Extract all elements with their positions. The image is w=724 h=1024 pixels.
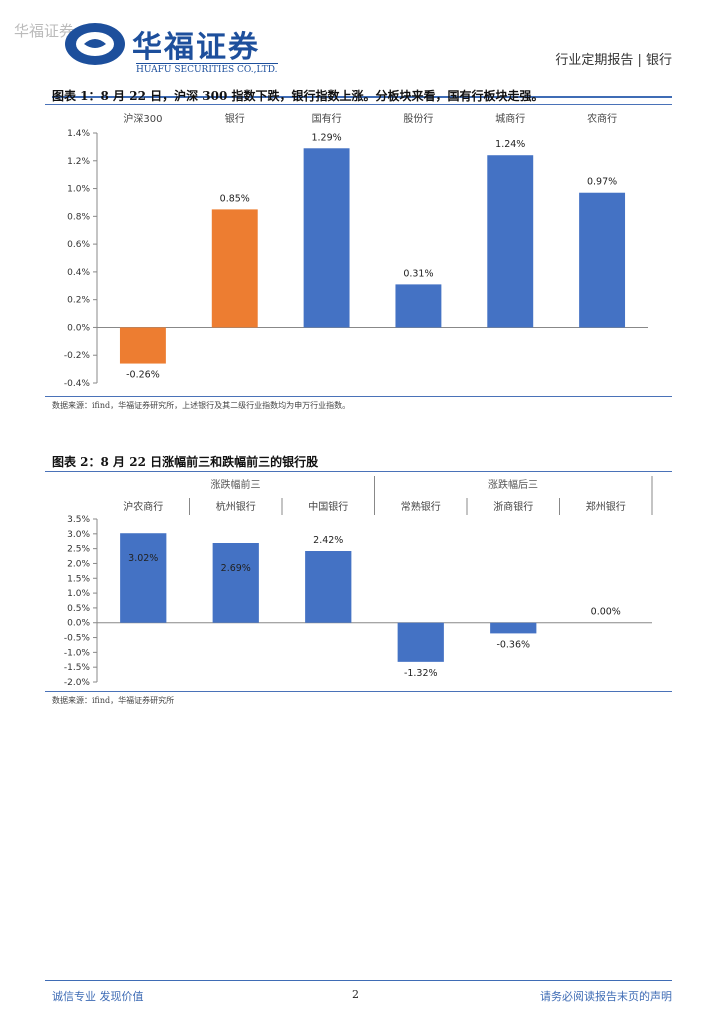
bar	[579, 192, 626, 328]
source-rule	[45, 691, 672, 692]
category-label: 城商行	[495, 112, 525, 125]
data-label: -0.26%	[126, 370, 160, 381]
chart2: 3.5% 3.0% 2.5% 2.0% 1.5% 1.0% 0.5% 0.0% -0.5% -1.…	[64, 476, 653, 688]
y-tick-label: -2.0%	[64, 678, 91, 688]
data-label: 1.29%	[311, 132, 341, 143]
figure1-source: 数据来源：ifind，华福证券研究所，上述银行及其二级行业指数均为申万行业指数。	[52, 401, 351, 410]
data-label: 0.31%	[403, 268, 433, 279]
bar	[120, 533, 167, 623]
y-tick-label: 1.4%	[67, 129, 90, 139]
category-label: 股份行	[403, 112, 433, 125]
y-tick-label: 0.0%	[67, 619, 90, 629]
footer-slogan: 诚信专业 发现价值	[52, 990, 144, 1003]
y-tick-label: 0.8%	[67, 212, 90, 222]
figure1-caption: 图表 1：8 月 22 日，沪深 300 指数下跌，银行指数上涨。分板块来看，国…	[52, 89, 544, 103]
bar	[305, 551, 352, 623]
y-tick-label: 1.2%	[67, 157, 90, 167]
bar	[395, 284, 442, 328]
figure2-caption: 图表 2：8 月 22 日涨幅前三和跌幅前三的银行股	[52, 455, 319, 469]
y-tick-label: 1.0%	[67, 185, 90, 195]
bar	[212, 543, 259, 623]
y-tick-label: -1.5%	[64, 663, 91, 673]
data-label: 0.97%	[587, 177, 617, 188]
bar	[303, 148, 350, 328]
footer-disclaimer: 请务必阅读报告末页的声明	[540, 990, 672, 1003]
bar	[487, 155, 534, 328]
category-label: 沪农商行	[123, 500, 163, 513]
group-label-bottom: 涨跌幅后三	[488, 480, 538, 491]
category-label: 国有行	[312, 112, 342, 125]
y-tick-label: 0.6%	[67, 240, 90, 250]
page-number: 2	[352, 988, 359, 1001]
data-label: 0.85%	[220, 193, 250, 204]
category-label: 农商行	[587, 112, 617, 125]
group-label-top: 涨跌幅前三	[210, 480, 261, 491]
y-tick-label: 2.5%	[67, 545, 90, 555]
data-label: 2.42%	[313, 535, 343, 546]
chart1: 1.4% 1.2% 1.0% 0.8% 0.6% 0.4% 0.2% 0.0% -0.2% -0.…	[64, 112, 648, 389]
data-label: -0.36%	[496, 639, 530, 650]
bar	[211, 209, 258, 328]
category-label: 沪深300	[123, 112, 162, 125]
y-tick-label: -0.4%	[64, 379, 91, 389]
header-rule	[52, 96, 672, 98]
bar	[490, 622, 537, 634]
caption-rule	[45, 104, 672, 105]
caption-rule	[45, 471, 672, 472]
data-label: -1.32%	[404, 668, 438, 679]
y-tick-label: 0.0%	[67, 323, 90, 333]
data-label: 3.02%	[128, 553, 158, 564]
y-tick-label: 1.0%	[67, 589, 90, 599]
data-label: 0.00%	[591, 607, 621, 618]
y-tick-label: 0.4%	[67, 268, 90, 278]
category-label: 常熟银行	[401, 500, 441, 513]
data-label: 1.24%	[495, 139, 525, 150]
y-tick-label: -0.5%	[64, 634, 91, 644]
category-label: 杭州银行	[216, 500, 256, 513]
bar	[397, 622, 444, 662]
category-label: 中国银行	[308, 500, 348, 513]
y-tick-label: 2.0%	[67, 559, 90, 569]
y-tick-label: 3.5%	[67, 515, 90, 525]
category-label: 郑州银行	[586, 500, 626, 513]
category-label: 浙商银行	[493, 500, 533, 513]
watermark: 华福证券	[14, 22, 75, 40]
bar	[119, 327, 166, 364]
y-tick-label: -1.0%	[64, 648, 91, 658]
footer-rule	[45, 980, 672, 981]
source-rule	[45, 396, 672, 397]
logo-english: HUAFU SECURITIES CO.,LTD.	[136, 63, 278, 75]
logo-text: 华福证券	[132, 30, 260, 65]
y-tick-label: 3.0%	[67, 530, 90, 540]
data-label: 2.69%	[221, 563, 251, 574]
figure2-source: 数据来源：ifind，华福证券研究所	[52, 696, 175, 705]
y-tick-label: 1.5%	[67, 574, 90, 584]
report-type: 行业定期报告 | 银行	[555, 53, 672, 68]
category-label: 银行	[225, 112, 245, 125]
y-tick-label: 0.5%	[67, 604, 90, 614]
y-tick-label: 0.2%	[67, 296, 90, 306]
y-tick-label: -0.2%	[64, 351, 91, 361]
huafu-logo-icon	[65, 23, 125, 65]
